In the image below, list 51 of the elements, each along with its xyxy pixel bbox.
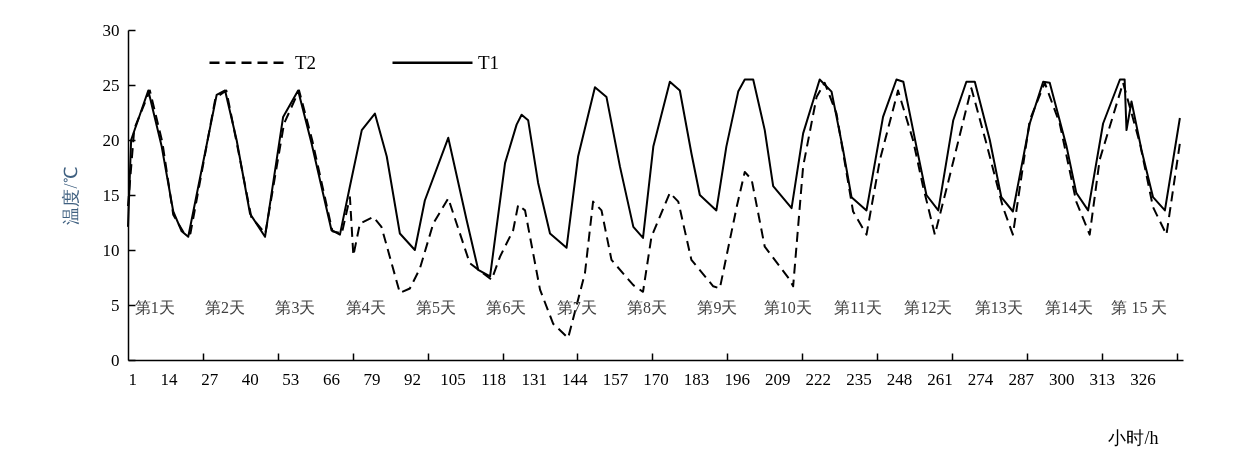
y-tick-label: 5 (111, 295, 120, 315)
x-tick-label: 326 (1130, 369, 1156, 389)
x-tick-label: 79 (363, 369, 381, 389)
y-axis-title: 温度/℃ (60, 166, 81, 225)
annotation: 第6天 (486, 299, 527, 316)
y-tick-label: 30 (102, 20, 120, 40)
y-tick-label: 20 (102, 130, 120, 150)
x-tick-label: 105 (440, 369, 466, 389)
x-tick-label: 222 (805, 369, 832, 389)
x-tick-label: 261 (927, 369, 953, 389)
legend-label: T2 (295, 51, 317, 73)
annotation: 第5天 (416, 299, 457, 316)
x-tick-label: 92 (404, 369, 422, 389)
annotation: 第9天 (697, 299, 738, 316)
x-tick-label: 274 (967, 369, 994, 389)
x-tick-label: 170 (643, 369, 669, 389)
x-tick-label: 27 (201, 369, 219, 389)
x-tick-label: 40 (241, 369, 259, 389)
annotation: 第12天 (904, 299, 953, 316)
x-tick-label: 66 (322, 369, 340, 389)
y-tick-label: 15 (102, 185, 120, 205)
annotation: 第4天 (345, 299, 386, 316)
annotation: 第1天 (134, 299, 175, 316)
legend-label: T1 (478, 51, 500, 73)
x-tick-label: 300 (1049, 369, 1075, 389)
annotation: 第3天 (275, 299, 316, 316)
x-tick-label: 14 (160, 369, 179, 389)
x-tick-label: 313 (1089, 369, 1116, 389)
x-tick-label: 144 (562, 369, 589, 389)
y-tick-label: 0 (111, 350, 120, 370)
x-tick-label: 1 (128, 369, 137, 389)
x-tick-label: 157 (602, 369, 629, 389)
annotation: 第10天 (763, 299, 812, 316)
x-tick-label: 53 (282, 369, 300, 389)
annotation: 第11天 (834, 299, 882, 316)
x-tick-label: 183 (683, 369, 710, 389)
annotation: 第13天 (974, 299, 1023, 316)
x-tick-label: 196 (724, 369, 750, 389)
y-tick-label: 10 (102, 240, 120, 260)
annotation: 第14天 (1045, 299, 1094, 316)
y-tick-label: 25 (102, 75, 120, 95)
annotation: 第 15 天 (1111, 299, 1168, 316)
x-axis-title: 小时/h (1108, 427, 1159, 448)
x-tick-label: 209 (764, 369, 791, 389)
annotation: 第2天 (205, 299, 246, 316)
annotation: 第8天 (627, 299, 668, 316)
x-tick-label: 287 (1008, 369, 1035, 389)
x-tick-label: 131 (521, 369, 548, 389)
x-tick-label: 118 (481, 369, 507, 389)
x-tick-label: 235 (846, 369, 872, 389)
x-tick-label: 248 (886, 369, 913, 389)
